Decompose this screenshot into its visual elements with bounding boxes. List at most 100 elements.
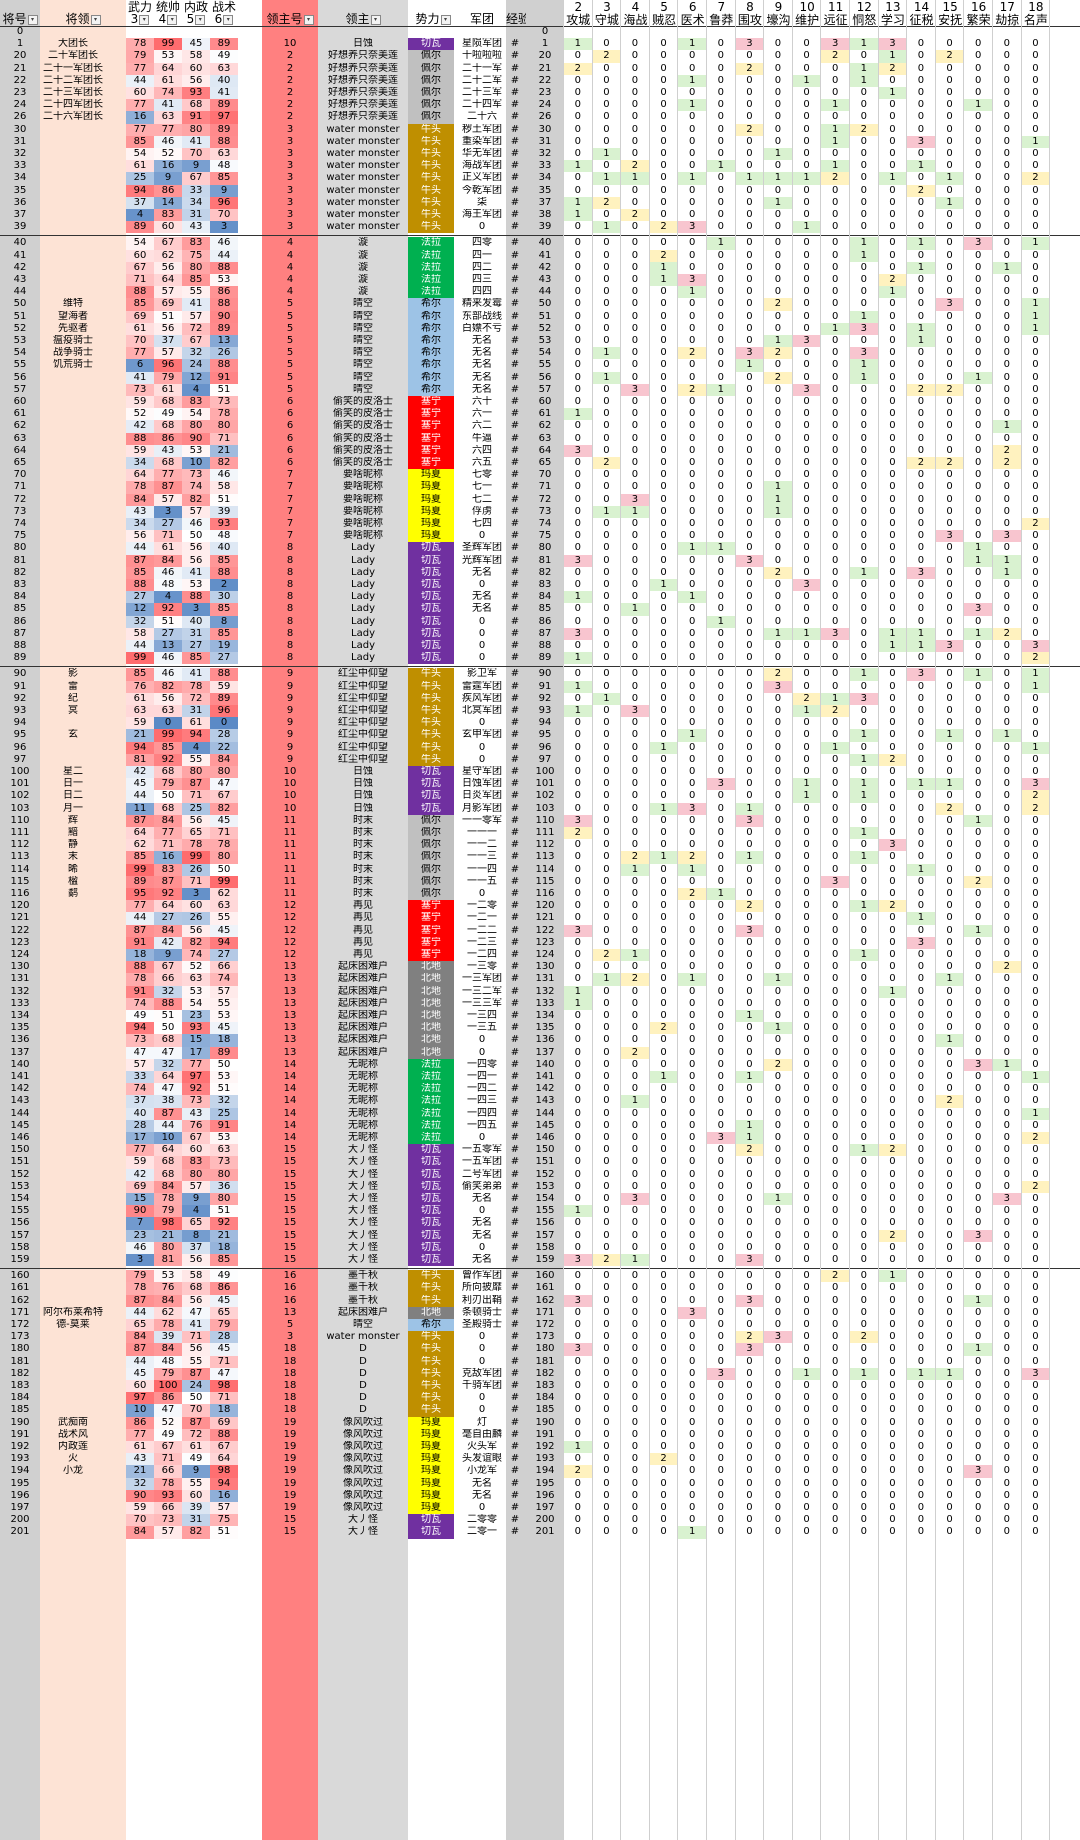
header-id[interactable]: 将号 ▾ [0,12,40,26]
corps-name[interactable]: 无名 [458,1217,506,1229]
general-name[interactable] [40,26,106,38]
lord-name[interactable]: Lady [318,591,408,603]
corps-name[interactable]: 一一二 [458,839,506,851]
general-name[interactable]: 二十二军团长 [40,75,106,87]
corps-name[interactable]: 光辉军团 [458,555,506,567]
lord-name[interactable]: Lady [318,603,408,615]
corps-name[interactable]: 玄甲军团 [458,729,506,741]
corps-name[interactable]: 十啦啦啦 [458,50,506,62]
lord-name[interactable]: 晴空 [318,323,408,335]
general-name[interactable] [40,1502,106,1514]
corps-name[interactable]: 七一 [458,481,506,493]
header-faction[interactable]: 势力 ▾ [408,12,458,26]
lord-name[interactable]: 无昵称 [318,1095,408,1107]
lord-name[interactable]: 大丿怪 [318,1230,408,1242]
lord-name[interactable]: water monster [318,136,408,148]
general-name[interactable] [40,457,106,469]
lord-name[interactable]: 像风吹过 [318,1441,408,1453]
corps-name[interactable]: 华无军团 [458,148,506,160]
general-name[interactable] [40,286,106,298]
corps-name[interactable]: 正义军团 [458,172,506,184]
general-name[interactable] [40,555,106,567]
corps-name[interactable]: 海王军团 [458,209,506,221]
lord-name[interactable]: 时末 [318,864,408,876]
lord-name[interactable]: D [318,1368,408,1380]
general-name[interactable]: 玄 [40,729,106,741]
lord-name[interactable]: 像风吹过 [318,1478,408,1490]
lord-name[interactable]: 偷笑的皮洛士 [318,396,408,408]
corps-name[interactable]: 一一一 [458,827,506,839]
corps-name[interactable]: 无名 [458,335,506,347]
lord-name[interactable]: 红尘中仰望 [318,668,408,680]
general-name[interactable]: 阿尔布莱希特 [40,1307,106,1319]
lord-name[interactable]: 无昵称 [318,1108,408,1120]
lord-name[interactable]: 再见 [318,949,408,961]
corps-name[interactable]: 牛逼 [458,433,506,445]
general-name[interactable] [40,1169,106,1181]
general-name[interactable] [40,481,106,493]
corps-name[interactable]: 精来发霉 [458,298,506,310]
lord-name[interactable]: 像风吹过 [318,1453,408,1465]
general-name[interactable] [40,1059,106,1071]
header-ability-number[interactable]: 6 ▾ [210,12,238,26]
general-name[interactable] [40,148,106,160]
general-name[interactable] [40,1331,106,1343]
general-name[interactable] [40,1368,106,1380]
lord-name[interactable]: 像风吹过 [318,1502,408,1514]
general-name[interactable] [40,542,106,554]
lord-name[interactable]: 晴空 [318,384,408,396]
lord-name[interactable]: 像风吹过 [318,1417,408,1429]
corps-name[interactable]: 影卫军 [458,668,506,680]
general-name[interactable] [40,1205,106,1217]
general-name[interactable] [40,1490,106,1502]
filter-dropdown-icon[interactable]: ▾ [90,14,101,25]
general-name[interactable] [40,1270,106,1282]
lord-name[interactable]: 像风吹过 [318,1490,408,1502]
lord-name[interactable]: Lady [318,628,408,640]
corps-name[interactable]: 无名 [458,1490,506,1502]
general-name[interactable]: 二十军团长 [40,50,106,62]
corps-name[interactable]: 无名 [458,1193,506,1205]
corps-name[interactable]: 0 [458,1356,506,1368]
corps-name[interactable]: 0 [458,640,506,652]
lord-name[interactable]: 晴空 [318,311,408,323]
corps-name[interactable]: 二十三军 [458,87,506,99]
general-name[interactable] [40,237,106,249]
corps-name[interactable]: 秽土军团 [458,124,506,136]
general-name[interactable] [40,185,106,197]
lord-name[interactable]: Lady [318,652,408,664]
lord-name[interactable]: 时末 [318,876,408,888]
lord-name[interactable]: 大丿怪 [318,1193,408,1205]
lord-name[interactable]: 好想养只奈美莲 [318,50,408,62]
general-name[interactable] [40,1404,106,1416]
lord-name[interactable]: 起床困难户 [318,1307,408,1319]
filter-dropdown-icon[interactable]: ▾ [139,14,150,25]
corps-name[interactable]: 二号军团 [458,1169,506,1181]
lord-name[interactable]: 时末 [318,888,408,900]
lord-name[interactable]: Lady [318,555,408,567]
filter-dropdown-icon[interactable]: ▾ [195,14,206,25]
general-name[interactable] [40,900,106,912]
corps-name[interactable]: 二十一军 [458,63,506,75]
general-name[interactable] [40,250,106,262]
corps-name[interactable]: 二零一 [458,1526,506,1538]
general-name[interactable] [40,372,106,384]
corps-name[interactable]: 重染军团 [458,136,506,148]
lord-name[interactable]: 大丿怪 [318,1242,408,1254]
general-name[interactable] [40,742,106,754]
corps-name[interactable]: 一一零军 [458,815,506,827]
corps-name[interactable]: 雷霆军团 [458,681,506,693]
general-name[interactable] [40,1478,106,1490]
general-name[interactable]: 二十三军团长 [40,87,106,99]
corps-name[interactable]: 无名 [458,372,506,384]
lord-name[interactable]: water monster [318,172,408,184]
corps-name[interactable]: 无名 [458,359,506,371]
lord-name[interactable]: 偷笑的皮洛士 [318,420,408,432]
corps-name[interactable]: 六五 [458,457,506,469]
general-name[interactable] [40,445,106,457]
general-name[interactable] [40,986,106,998]
general-name[interactable]: 二十六军团长 [40,111,106,123]
general-name[interactable] [40,628,106,640]
lord-name[interactable]: 无昵称 [318,1120,408,1132]
general-name[interactable] [40,579,106,591]
